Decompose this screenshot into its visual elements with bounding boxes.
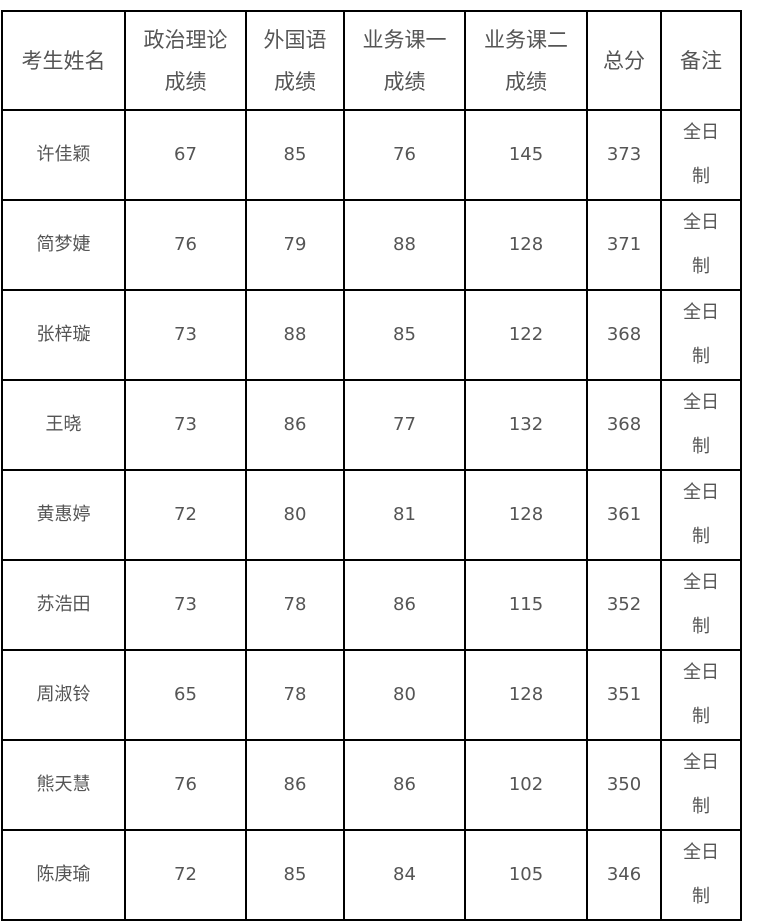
cell-name: 简梦婕 (1, 199, 126, 291)
header-politics: 政治理论成绩 (124, 10, 247, 111)
cell-total: 368 (586, 379, 662, 471)
cell-subject-two: 102 (464, 739, 588, 831)
cell-name: 熊天慧 (1, 739, 126, 831)
cell-subject-two: 128 (464, 469, 588, 561)
cell-subject-one: 85 (343, 289, 466, 381)
table-row: 张梓璇 73 88 85 122 368 全日制 (1, 289, 742, 381)
table-row: 许佳颖 67 85 76 145 373 全日制 (1, 109, 742, 201)
header-subject-two: 业务课二成绩 (464, 10, 588, 111)
cell-total: 373 (586, 109, 662, 201)
cell-politics: 76 (124, 739, 247, 831)
score-table: 考生姓名 政治理论成绩 外国语成绩 业务课一成绩 业务课二成绩 总分 备注 许佳颖 67 85 7… (1, 10, 742, 921)
header-row: 考生姓名 政治理论成绩 外国语成绩 业务课一成绩 业务课二成绩 总分 备注 (1, 10, 742, 111)
cell-subject-two: 122 (464, 289, 588, 381)
cell-foreign-language: 78 (245, 649, 345, 741)
cell-remark: 全日制 (660, 469, 742, 561)
cell-foreign-language: 85 (245, 109, 345, 201)
cell-total: 352 (586, 559, 662, 651)
cell-subject-one: 88 (343, 199, 466, 291)
cell-foreign-language: 88 (245, 289, 345, 381)
header-total: 总分 (586, 10, 662, 111)
cell-remark: 全日制 (660, 739, 742, 831)
cell-subject-one: 86 (343, 559, 466, 651)
table-row: 简梦婕 76 79 88 128 371 全日制 (1, 199, 742, 291)
cell-remark: 全日制 (660, 109, 742, 201)
cell-politics: 73 (124, 289, 247, 381)
header-remark: 备注 (660, 10, 742, 111)
cell-name: 王晓 (1, 379, 126, 471)
cell-subject-one: 86 (343, 739, 466, 831)
table-row: 苏浩田 73 78 86 115 352 全日制 (1, 559, 742, 651)
cell-subject-two: 145 (464, 109, 588, 201)
cell-remark: 全日制 (660, 379, 742, 471)
header-name: 考生姓名 (1, 10, 126, 111)
cell-remark: 全日制 (660, 649, 742, 741)
cell-subject-two: 132 (464, 379, 588, 471)
cell-subject-two: 105 (464, 829, 588, 921)
cell-politics: 72 (124, 469, 247, 561)
cell-subject-two: 115 (464, 559, 588, 651)
cell-politics: 73 (124, 379, 247, 471)
cell-remark: 全日制 (660, 289, 742, 381)
table-row: 黄惠婷 72 80 81 128 361 全日制 (1, 469, 742, 561)
cell-remark: 全日制 (660, 829, 742, 921)
cell-total: 350 (586, 739, 662, 831)
cell-politics: 65 (124, 649, 247, 741)
cell-foreign-language: 86 (245, 739, 345, 831)
cell-subject-one: 76 (343, 109, 466, 201)
cell-total: 361 (586, 469, 662, 561)
cell-name: 张梓璇 (1, 289, 126, 381)
cell-subject-one: 84 (343, 829, 466, 921)
cell-foreign-language: 85 (245, 829, 345, 921)
cell-subject-one: 81 (343, 469, 466, 561)
header-subject-one: 业务课一成绩 (343, 10, 466, 111)
cell-subject-one: 77 (343, 379, 466, 471)
cell-name: 周淑铃 (1, 649, 126, 741)
cell-total: 368 (586, 289, 662, 381)
table-row: 陈庚瑜 72 85 84 105 346 全日制 (1, 829, 742, 921)
cell-foreign-language: 86 (245, 379, 345, 471)
cell-politics: 76 (124, 199, 247, 291)
table-row: 周淑铃 65 78 80 128 351 全日制 (1, 649, 742, 741)
header-foreign-language: 外国语成绩 (245, 10, 345, 111)
cell-subject-two: 128 (464, 649, 588, 741)
cell-name: 黄惠婷 (1, 469, 126, 561)
table-row: 王晓 73 86 77 132 368 全日制 (1, 379, 742, 471)
cell-name: 许佳颖 (1, 109, 126, 201)
cell-foreign-language: 78 (245, 559, 345, 651)
cell-total: 351 (586, 649, 662, 741)
cell-subject-one: 80 (343, 649, 466, 741)
cell-foreign-language: 80 (245, 469, 345, 561)
cell-name: 陈庚瑜 (1, 829, 126, 921)
cell-remark: 全日制 (660, 559, 742, 651)
cell-total: 371 (586, 199, 662, 291)
table-row: 熊天慧 76 86 86 102 350 全日制 (1, 739, 742, 831)
cell-remark: 全日制 (660, 199, 742, 291)
cell-total: 346 (586, 829, 662, 921)
cell-politics: 67 (124, 109, 247, 201)
cell-foreign-language: 79 (245, 199, 345, 291)
cell-politics: 72 (124, 829, 247, 921)
cell-politics: 73 (124, 559, 247, 651)
cell-name: 苏浩田 (1, 559, 126, 651)
cell-subject-two: 128 (464, 199, 588, 291)
